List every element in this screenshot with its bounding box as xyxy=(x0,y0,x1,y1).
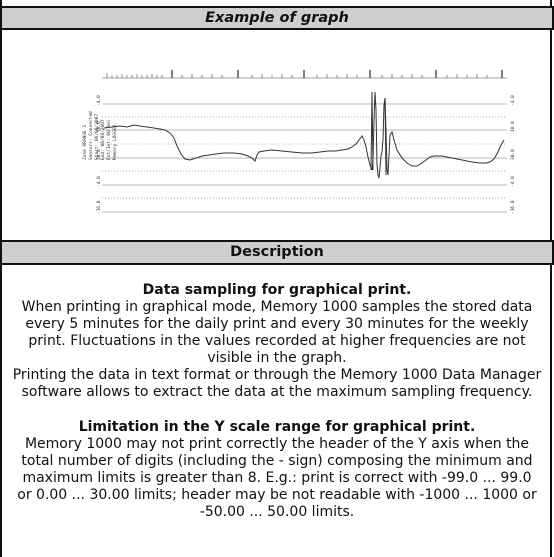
left-label-3: 30.0 xyxy=(96,149,102,160)
right-label-1: -4.0 xyxy=(510,95,516,106)
temperature-trace xyxy=(103,91,505,179)
legend-line-5: Ext/Int: 00 Sel xyxy=(106,119,112,160)
section2-line-1: Memory 1000 may not print correctly the … xyxy=(24,436,530,452)
section2-title: Limitation in the Y scale range for grap… xyxy=(78,419,476,435)
section1-line-1: When printing in graphical mode, Memory … xyxy=(21,299,533,315)
left-label-4: -4.0 xyxy=(96,176,102,187)
right-label-4: -4.0 xyxy=(510,176,516,187)
graph-legend: Zone ORANGE 1 Sensors: Connected Start: … xyxy=(82,111,118,160)
legend-line-2: Sensors: Connected xyxy=(88,111,94,160)
right-label-3: 30.0 xyxy=(510,149,516,160)
graph-example: Zone ORANGE 1 Sensors: Connected Start: … xyxy=(2,30,552,240)
section2-line-3: maximum limits is greater than 8. E.g.: … xyxy=(22,470,532,486)
section1-title: Data sampling for graphical print. xyxy=(142,282,412,298)
left-label-1: -4.0 xyxy=(96,95,102,106)
graph-printout: Zone ORANGE 1 Sensors: Connected Start: … xyxy=(82,70,516,214)
section1-line-3: print. Fluctuations in the values record… xyxy=(28,333,526,349)
section-gap xyxy=(12,401,542,419)
legend-line-3: Start: 06/08/2007 xyxy=(94,114,100,160)
left-label-2: 10.0 xyxy=(96,121,102,132)
legend-line-1: Zone ORANGE 1 xyxy=(82,124,88,160)
description-body: Data sampling for graphical print. When … xyxy=(12,282,542,521)
section1-line-4: visible in the graph. xyxy=(207,350,347,366)
legend-line-6: Memory LOGGER xyxy=(112,124,118,160)
right-label-5: -16.0 xyxy=(510,200,516,214)
section2-line-4: or 0.00 ... 30.00 limits; header may be … xyxy=(17,487,537,503)
left-axis-labels: -4.0 10.0 30.0 -4.0 -16.0 xyxy=(96,95,102,214)
trace-spikes xyxy=(370,91,387,176)
left-label-5: -16.0 xyxy=(96,200,102,214)
description-section-header: Description xyxy=(0,240,554,265)
legend-line-4: End: 08/08/2007 xyxy=(100,119,106,160)
right-axis-labels: -4.0 10.0 30.0 -4.0 -16.0 xyxy=(510,95,516,214)
graph-section-header: Example of graph xyxy=(0,6,554,30)
right-label-2: 10.0 xyxy=(510,121,516,132)
section1-line-2: every 5 minutes for the daily print and … xyxy=(25,316,529,332)
time-ruler xyxy=(102,70,507,79)
section1-line-5: Printing the data in text format or thro… xyxy=(12,367,542,383)
section2-line-2: total number of digits (including the - … xyxy=(21,453,533,469)
section1-line-6: software allows to extract the data at t… xyxy=(21,384,533,400)
section2-line-5: -50.00 ... 50.00 limits. xyxy=(199,504,355,520)
grid-lines xyxy=(102,103,507,213)
